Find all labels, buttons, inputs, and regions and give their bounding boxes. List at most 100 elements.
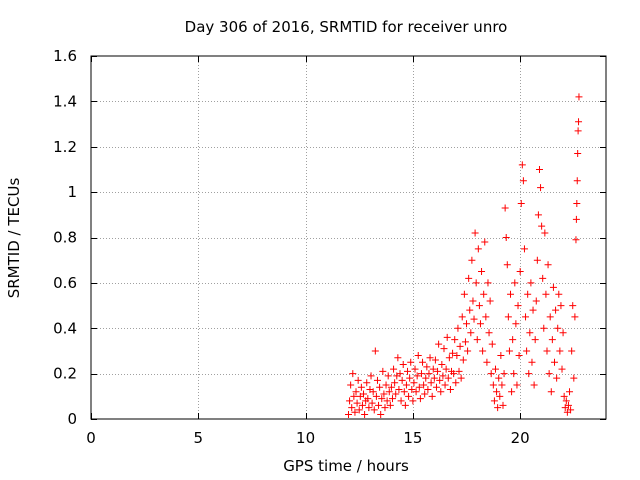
- data-point: [421, 390, 429, 398]
- x-axis-label: GPS time / hours: [283, 457, 409, 475]
- data-point: [518, 161, 526, 169]
- data-point: [497, 351, 505, 359]
- data-point: [489, 381, 497, 389]
- data-point: [515, 351, 523, 359]
- data-point: [387, 383, 395, 391]
- data-point: [545, 370, 553, 378]
- data-point: [434, 367, 442, 375]
- data-point: [552, 306, 560, 314]
- data-point: [441, 381, 449, 389]
- data-point: [415, 383, 423, 391]
- tick-labels: 0 5 10 15 20 0 0.2 0.4 0.6 0.8 1 1.2 1.4 1.6: [53, 47, 530, 447]
- data-point: [381, 404, 389, 412]
- data-point: [498, 381, 506, 389]
- data-point: [436, 376, 444, 384]
- data-point: [486, 297, 494, 305]
- data-point: [493, 388, 501, 396]
- data-point: [553, 374, 561, 382]
- data-point: [450, 370, 458, 378]
- data-point: [469, 297, 477, 305]
- data-point: [452, 379, 460, 387]
- data-point: [548, 336, 556, 344]
- data-point: [391, 379, 399, 387]
- data-point: [363, 379, 371, 387]
- data-point: [379, 367, 387, 375]
- data-point: [378, 395, 386, 403]
- data-point: [549, 283, 557, 291]
- data-point: [558, 365, 566, 373]
- data-point: [573, 177, 581, 185]
- data-point: [453, 351, 461, 359]
- data-point: [554, 324, 562, 332]
- x-tick-label: 20: [511, 429, 530, 447]
- data-point: [575, 118, 583, 126]
- data-point: [464, 347, 472, 355]
- data-point: [446, 386, 454, 394]
- data-point: [519, 177, 527, 185]
- data-point: [572, 215, 580, 223]
- data-point: [540, 324, 548, 332]
- data-point: [459, 356, 467, 364]
- data-point: [375, 401, 383, 409]
- data-point: [487, 370, 495, 378]
- y-tick-label: 1.6: [53, 47, 77, 65]
- data-point: [559, 329, 567, 337]
- data-point: [508, 388, 516, 396]
- data-point: [495, 374, 503, 382]
- data-point: [397, 397, 405, 405]
- x-tick-label: 5: [194, 429, 204, 447]
- data-point: [499, 401, 507, 409]
- data-point: [401, 401, 409, 409]
- data-point: [426, 354, 434, 362]
- data-point: [481, 238, 489, 246]
- chart-title: Day 306 of 2016, SRMTID for receiver unr…: [185, 18, 508, 36]
- x-tick-label: 10: [296, 429, 315, 447]
- data-point: [369, 388, 377, 396]
- data-point: [358, 401, 366, 409]
- data-point: [546, 313, 554, 321]
- data-point: [427, 379, 435, 387]
- data-point: [529, 306, 537, 314]
- data-point: [439, 372, 447, 380]
- data-point: [425, 370, 433, 378]
- data-point: [417, 370, 425, 378]
- data-point: [569, 302, 577, 310]
- plot-frame: [90, 55, 607, 420]
- data-point: [400, 388, 408, 396]
- data-point: [353, 399, 361, 407]
- data-point: [567, 406, 575, 414]
- data-point: [455, 367, 463, 375]
- data-point: [516, 268, 524, 276]
- y-tick-label: 0.8: [53, 229, 77, 247]
- data-point: [471, 229, 479, 237]
- data-point: [500, 370, 508, 378]
- data-point: [444, 374, 452, 382]
- data-point: [354, 376, 362, 384]
- data-point: [348, 404, 356, 412]
- data-point: [556, 347, 564, 355]
- data-point: [409, 397, 417, 405]
- data-point: [564, 401, 572, 409]
- data-point: [522, 313, 530, 321]
- data-point: [405, 392, 413, 400]
- y-axis-label: SRMTID / TECUs: [5, 178, 23, 299]
- data-point: [523, 347, 531, 355]
- data-point: [566, 388, 574, 396]
- data-point: [502, 234, 510, 241]
- data-point: [494, 404, 502, 412]
- data-point: [412, 388, 420, 396]
- data-point: [480, 290, 488, 298]
- data-point: [419, 358, 427, 366]
- data-point: [360, 390, 368, 398]
- data-point: [432, 383, 440, 391]
- y-tick-label: 1: [67, 183, 77, 201]
- data-point: [531, 336, 539, 344]
- data-point: [511, 279, 519, 287]
- data-point: [404, 367, 412, 375]
- data-point: [438, 361, 446, 369]
- data-point: [352, 388, 360, 396]
- data-point: [496, 392, 504, 400]
- data-point: [543, 347, 551, 355]
- data-point: [420, 381, 428, 389]
- data-point: [507, 290, 515, 298]
